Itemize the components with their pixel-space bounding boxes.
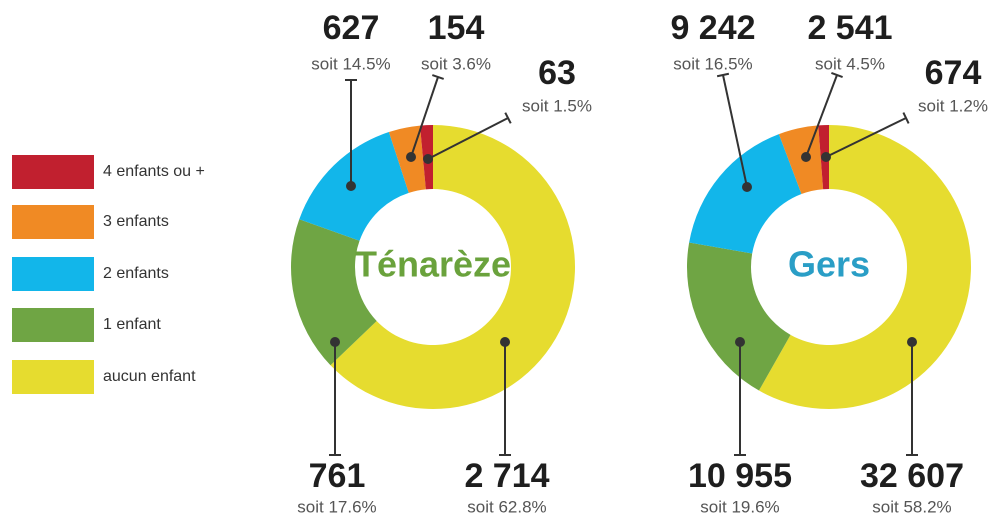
share-label: soit 1.2% bbox=[918, 96, 988, 115]
legend-label: 2 enfants bbox=[103, 265, 169, 282]
leader-dot bbox=[801, 152, 811, 162]
leader-cap bbox=[504, 112, 512, 124]
value-label: 9 242 bbox=[670, 9, 755, 47]
legend-swatch bbox=[12, 205, 94, 239]
value-label: 2 714 bbox=[464, 457, 549, 495]
leader-dot bbox=[735, 337, 745, 347]
leader-cap bbox=[831, 71, 843, 79]
share-label: soit 14.5% bbox=[311, 54, 390, 73]
leader-dot bbox=[821, 152, 831, 162]
donut-slice bbox=[330, 125, 575, 409]
value-label: 154 bbox=[428, 9, 485, 47]
donut-slice bbox=[687, 242, 791, 391]
legend-label: aucun enfant bbox=[103, 368, 196, 385]
leader-dot bbox=[500, 337, 510, 347]
share-label: soit 1.5% bbox=[522, 96, 592, 115]
leader-line bbox=[722, 74, 748, 188]
value-label: 761 bbox=[309, 457, 366, 495]
leader-cap bbox=[716, 72, 730, 78]
leader-line bbox=[805, 74, 838, 158]
donut-slice bbox=[758, 125, 971, 409]
leader-cap bbox=[902, 112, 910, 124]
leader-dot bbox=[406, 152, 416, 162]
leader-line bbox=[825, 117, 907, 158]
center-title: Gers bbox=[788, 244, 870, 285]
value-label: 63 bbox=[538, 54, 576, 92]
value-label: 32 607 bbox=[860, 457, 964, 495]
leader-dot bbox=[907, 337, 917, 347]
value-label: 627 bbox=[323, 9, 380, 47]
share-label: soit 17.6% bbox=[297, 497, 376, 516]
legend-swatch bbox=[12, 155, 94, 189]
leader-dot bbox=[423, 154, 433, 164]
value-label: 674 bbox=[925, 54, 982, 92]
leader-line bbox=[427, 117, 509, 160]
value-label: 10 955 bbox=[688, 457, 792, 495]
share-label: soit 3.6% bbox=[421, 54, 491, 73]
share-label: soit 16.5% bbox=[673, 54, 752, 73]
legend-label: 3 enfants bbox=[103, 213, 169, 230]
donut-slice bbox=[689, 134, 802, 254]
legend-swatch bbox=[12, 257, 94, 291]
leader-line bbox=[410, 76, 439, 158]
share-label: soit 58.2% bbox=[872, 497, 951, 516]
leader-cap bbox=[431, 74, 445, 80]
legend-swatch bbox=[12, 308, 94, 342]
value-label: 2 541 bbox=[807, 9, 892, 47]
share-label: soit 62.8% bbox=[467, 497, 546, 516]
leader-dot bbox=[346, 181, 356, 191]
center-title: Ténarèze bbox=[355, 244, 511, 285]
legend-label: 1 enfant bbox=[103, 316, 161, 333]
legend-swatch bbox=[12, 360, 94, 394]
leader-dot bbox=[330, 337, 340, 347]
donut-slice bbox=[290, 219, 377, 366]
legend-label: 4 enfants ou + bbox=[103, 163, 205, 180]
share-label: soit 4.5% bbox=[815, 54, 885, 73]
leader-dot bbox=[742, 182, 752, 192]
share-label: soit 19.6% bbox=[700, 497, 779, 516]
